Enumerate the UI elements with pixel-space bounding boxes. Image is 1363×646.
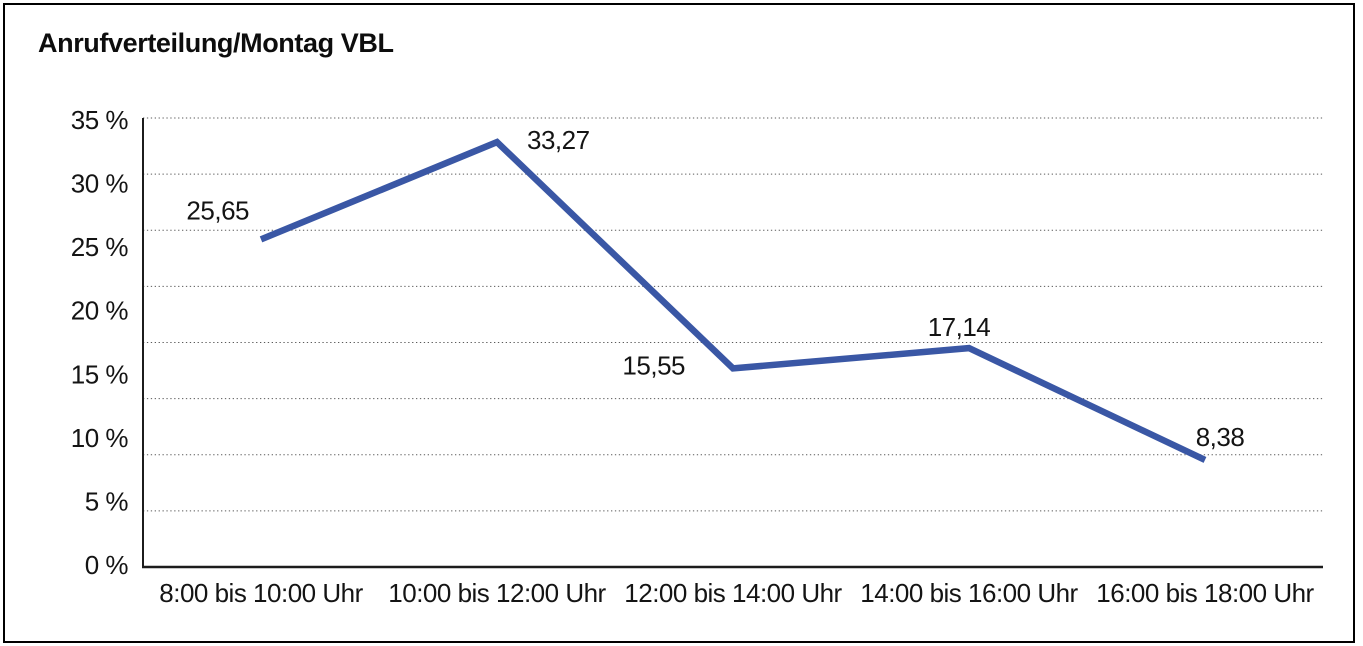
y-axis-tick-label: 0 % (85, 550, 129, 580)
x-axis-category-label: 16:00 bis 18:00 Uhr (1096, 578, 1314, 608)
chart-title: Anrufverteilung/Montag VBL (38, 28, 394, 58)
data-point-label: 15,55 (622, 350, 685, 380)
data-point-label: 17,14 (928, 312, 991, 342)
data-point-label: 8,38 (1196, 422, 1245, 452)
x-axis-category-label: 8:00 bis 10:00 Uhr (159, 578, 363, 608)
data-point-label: 25,65 (186, 195, 249, 225)
y-axis-tick-label: 10 % (71, 423, 129, 453)
y-axis-tick-label: 5 % (85, 486, 129, 516)
y-axis-tick-label: 30 % (71, 169, 129, 199)
x-axis-category-label: 10:00 bis 12:00 Uhr (388, 578, 606, 608)
y-axis-tick-label: 15 % (71, 359, 129, 389)
y-axis-tick-label: 25 % (71, 232, 129, 262)
y-axis-tick-label: 20 % (71, 296, 129, 326)
x-axis-category-label: 14:00 bis 16:00 Uhr (860, 578, 1078, 608)
data-point-label: 33,27 (527, 125, 590, 155)
y-axis-tick-label: 35 % (71, 105, 129, 135)
x-axis-category-label: 12:00 bis 14:00 Uhr (624, 578, 842, 608)
data-line (259, 138, 1207, 463)
